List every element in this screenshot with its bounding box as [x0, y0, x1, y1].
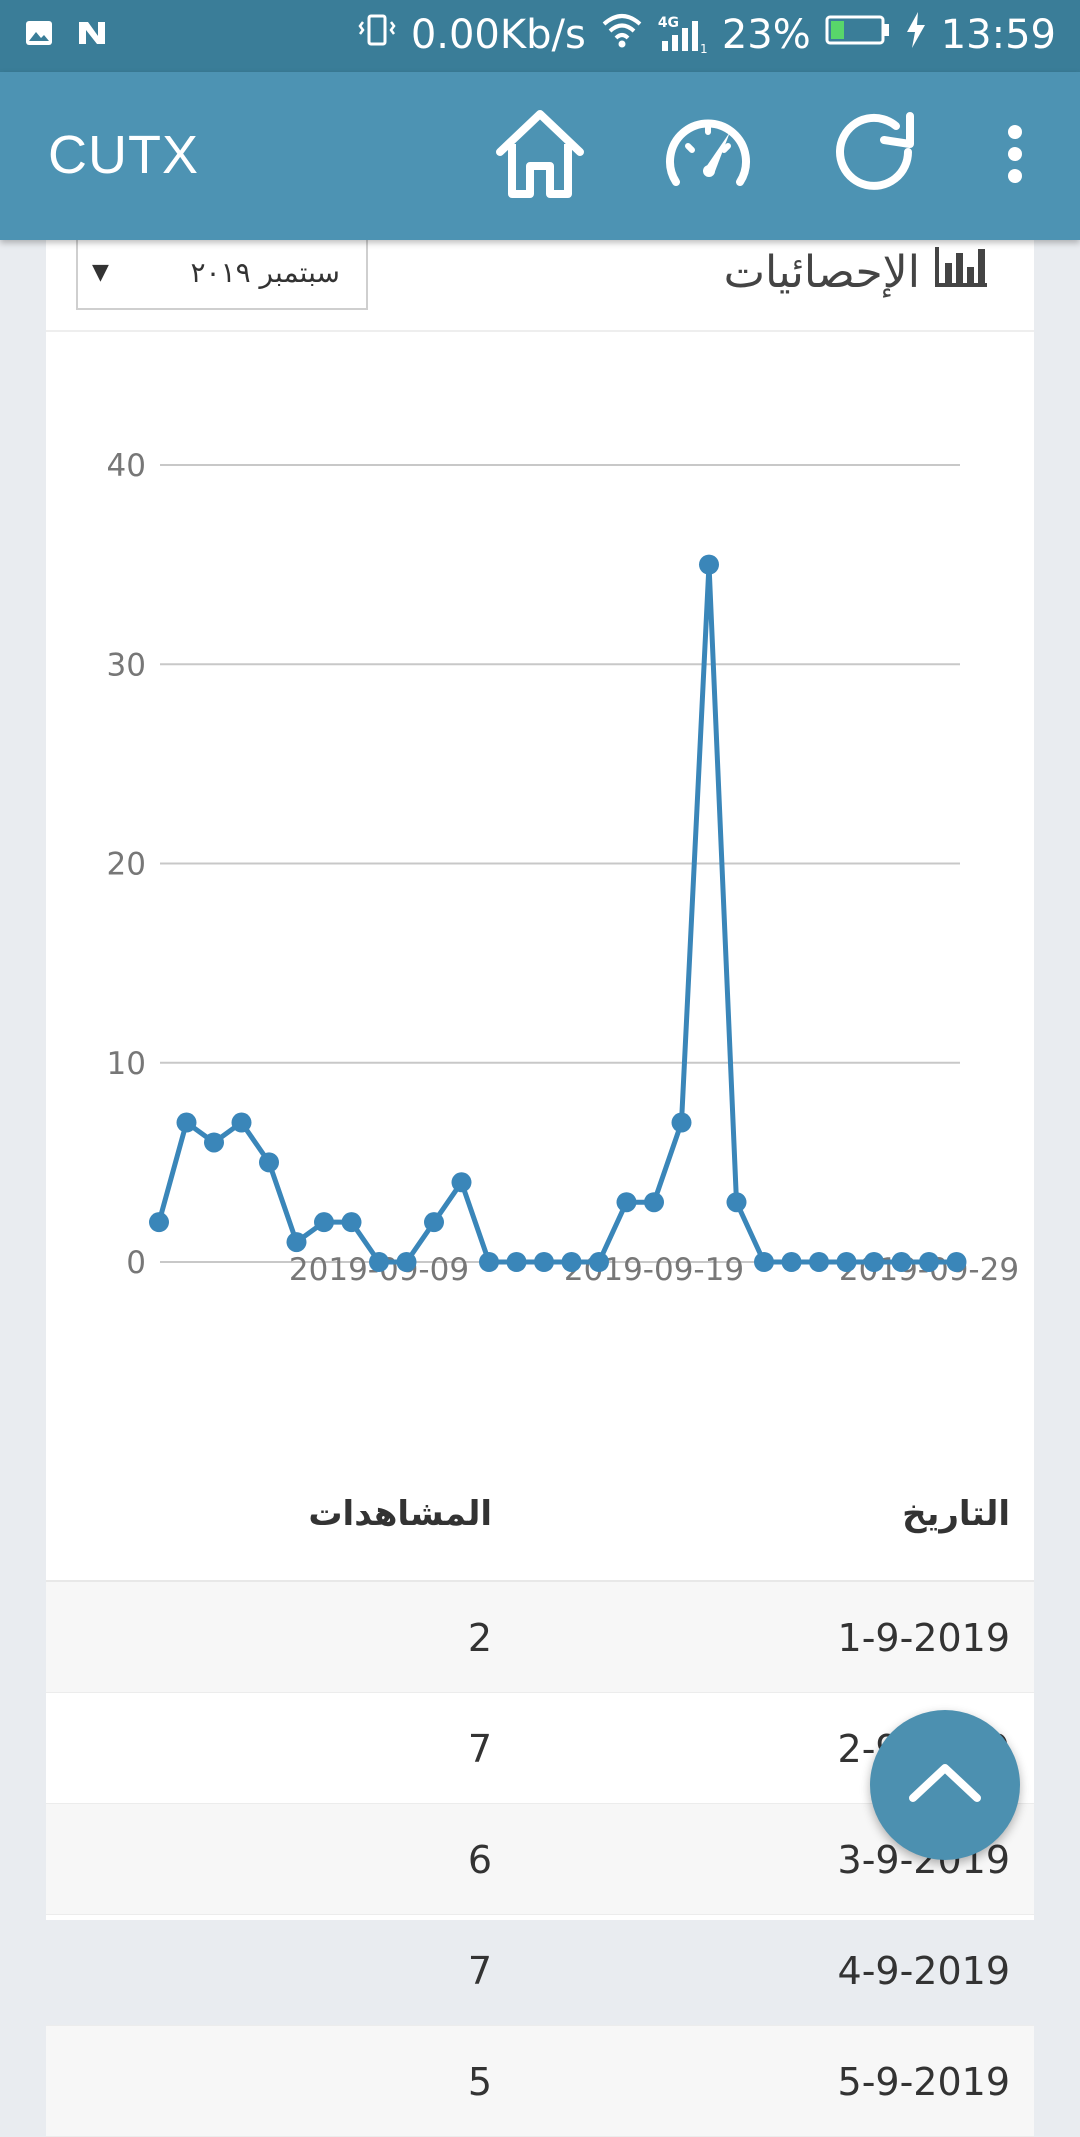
data-point: [699, 554, 719, 575]
data-point: [919, 1252, 939, 1272]
row-views: 7: [467, 1949, 492, 1993]
row-views: 6: [467, 1838, 492, 1882]
row-views: 2: [467, 1616, 492, 1660]
stats-title: الإحصائيات: [724, 240, 990, 304]
data-point: [589, 1252, 609, 1272]
data-point: [534, 1252, 554, 1272]
data-point: [396, 1252, 417, 1272]
table-body: 1-9-2019 2 2-9-2019 7 3-9-2019 6 4-9-201…: [46, 1582, 1034, 2137]
series-line: [156, 562, 957, 1265]
svg-text:1: 1: [700, 42, 708, 55]
data-point: [864, 1252, 884, 1272]
date-column-header: التاريخ: [902, 1494, 1010, 1534]
row-views: 7: [467, 1727, 492, 1771]
data-point: [561, 1252, 582, 1272]
table-header: التاريخ المشاهدات: [46, 1460, 1034, 1582]
status-bar: 0.00Kb/s 4G 1 23% 13:59: [0, 0, 1080, 72]
data-point: [644, 1192, 664, 1213]
app-bar: CUTX: [0, 72, 1080, 240]
data-point: [369, 1252, 389, 1272]
data-point: [149, 1212, 169, 1233]
vibrate-icon: [357, 10, 397, 60]
data-point: [726, 1192, 747, 1213]
dashboard-button[interactable]: [650, 98, 766, 214]
month-select[interactable]: ▼ سبتمبر ٢٠١٩: [76, 234, 368, 310]
home-icon: [490, 104, 590, 208]
app-title: CUTX: [48, 125, 199, 185]
data-point: [506, 1252, 527, 1272]
data-point: [946, 1252, 967, 1272]
row-date: 4-9-2019: [837, 1949, 1010, 1993]
signal-icon: 4G 1: [658, 15, 708, 55]
chevron-up-icon: [905, 1758, 985, 1812]
more-vert-icon: [1005, 124, 1025, 188]
network-type: 4G: [657, 15, 680, 31]
card-header: ▼ سبتمبر ٢٠١٩ الإحصائيات: [46, 234, 1034, 332]
y-tick-label: 20: [107, 847, 146, 883]
gallery-icon: [24, 18, 54, 52]
data-point: [314, 1212, 334, 1233]
table-row: 3-9-2019 6: [46, 1804, 1034, 1915]
more-button[interactable]: [980, 98, 1050, 214]
y-tick-label: 0: [126, 1245, 146, 1281]
data-point: [891, 1252, 912, 1272]
row-date: 5-9-2019: [837, 2060, 1010, 2104]
speedometer-icon: [658, 104, 758, 208]
battery-icon: [825, 12, 891, 58]
charging-icon: [905, 11, 927, 59]
network-speed: 0.00Kb/s: [410, 12, 586, 58]
data-point: [479, 1252, 499, 1272]
y-tick-label: 40: [107, 448, 146, 484]
home-button[interactable]: [482, 98, 598, 214]
bar-chart-icon: [932, 243, 990, 302]
data-point: [231, 1112, 252, 1133]
refresh-button[interactable]: [818, 98, 934, 214]
table-row: 1-9-2019 2: [46, 1582, 1034, 1693]
battery-percent: 23%: [721, 12, 811, 58]
data-point: [781, 1252, 802, 1272]
wifi-icon: [600, 10, 644, 60]
stats-title-text: الإحصائيات: [723, 246, 920, 298]
stats-card: ▼ سبتمبر ٢٠١٩ الإحصائيات 0 10 20 30 40 2019-0…: [46, 234, 1034, 2137]
data-point: [341, 1212, 362, 1233]
data-point: [204, 1132, 224, 1153]
data-point: [424, 1212, 444, 1233]
data-point: [836, 1252, 857, 1272]
data-point: [176, 1112, 197, 1133]
data-point: [259, 1152, 279, 1173]
data-point: [616, 1192, 637, 1213]
y-tick-label: 10: [107, 1046, 146, 1082]
scroll-top-button[interactable]: [870, 1710, 1020, 1860]
row-date: 1-9-2019: [837, 1616, 1010, 1660]
table-row: 5-9-2019 5: [46, 2026, 1034, 2137]
month-select-value: سبتمبر ٢٠١٩: [190, 255, 340, 289]
y-tick-label: 30: [107, 647, 146, 683]
views-column-header: المشاهدات: [308, 1494, 492, 1534]
data-point: [809, 1252, 829, 1272]
table-row: 4-9-2019 7: [46, 1915, 1034, 2026]
data-point: [451, 1172, 472, 1193]
data-point: [671, 1112, 692, 1133]
row-views: 5: [467, 2060, 492, 2104]
n-icon: [76, 18, 108, 52]
data-point: [286, 1232, 307, 1253]
dropdown-arrow-icon: ▼: [92, 259, 109, 285]
refresh-icon: [826, 104, 926, 208]
clock: 13:59: [940, 12, 1056, 58]
data-point: [754, 1252, 774, 1272]
